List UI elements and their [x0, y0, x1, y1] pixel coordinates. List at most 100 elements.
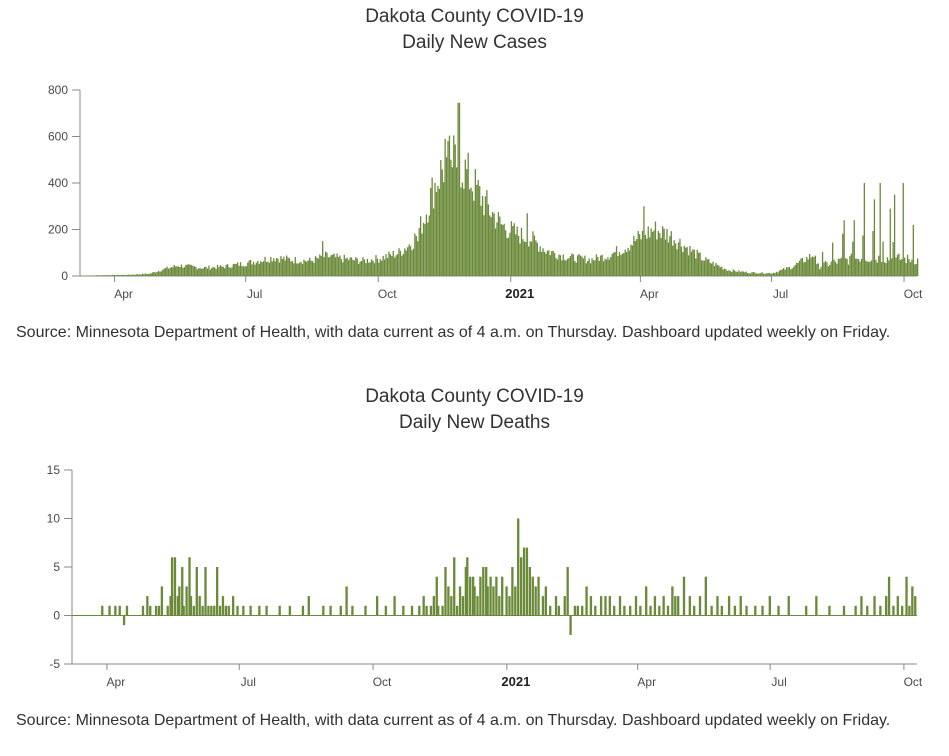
deaths-bar [425, 605, 428, 616]
y-tick-label: 600 [48, 130, 68, 144]
cases-bar [298, 262, 301, 276]
cases-bar [768, 272, 770, 276]
x-tick-label: Jul [771, 675, 786, 689]
cases-bar [359, 261, 361, 276]
cases-bar [500, 224, 502, 276]
cases-bar [133, 274, 135, 276]
cases-bar [610, 257, 612, 276]
cases-bar [229, 268, 232, 276]
cases-bar [104, 275, 106, 276]
cases-bar [568, 258, 570, 276]
cases-bar [286, 255, 288, 276]
cases-bar [149, 273, 151, 276]
cases-bar [669, 236, 671, 276]
deaths-bar [482, 567, 485, 616]
cases-bar [412, 248, 415, 276]
cases-bar [198, 268, 200, 276]
cases-bar [120, 274, 122, 276]
cases-bar [875, 259, 877, 276]
deaths-bar [188, 557, 191, 616]
cases-bar [834, 261, 837, 276]
deaths-bar [777, 605, 780, 616]
cases-bar [484, 196, 487, 276]
cases-bar [650, 228, 652, 276]
cases-bar [849, 256, 851, 276]
cases-bar [759, 273, 762, 276]
cases-bar [287, 257, 289, 276]
deaths-bar [213, 605, 216, 616]
cases-bar [827, 266, 829, 276]
cases-bar [538, 251, 540, 276]
cases-bar [725, 269, 727, 276]
cases-bar [127, 274, 129, 276]
deaths-bar [108, 605, 111, 616]
cases-bar [114, 275, 116, 276]
cases-bar [189, 264, 191, 276]
cases-bar [745, 271, 747, 276]
cases-bar [699, 252, 701, 276]
cases-bar [902, 183, 904, 276]
cases-bar [758, 273, 760, 276]
cases-bar [201, 268, 203, 276]
y-tick-label: 10 [47, 512, 61, 526]
cases-bar [561, 260, 563, 276]
cases-bar [751, 272, 753, 276]
cases-bar [228, 267, 230, 276]
cases-bar [754, 272, 756, 276]
cases-bar [212, 266, 214, 276]
cases-bar [880, 261, 883, 276]
cases-bar [777, 272, 779, 276]
deaths-bar [375, 596, 379, 616]
cases-bar [546, 250, 549, 276]
cases-bar [614, 251, 616, 276]
cases-bar [819, 269, 821, 276]
cases-bar [388, 251, 390, 276]
cases-bar [901, 258, 903, 276]
cases-bar [755, 273, 757, 276]
cases-bar [324, 251, 327, 276]
cases-bar [857, 259, 860, 276]
cases-bar [147, 274, 150, 276]
cases-bar [695, 258, 697, 276]
cases-bar [347, 260, 350, 276]
deaths-bar [479, 576, 482, 616]
cases-bar [124, 275, 126, 276]
deaths-bar [154, 605, 158, 616]
cases-bar [111, 274, 113, 276]
cases-bar [430, 187, 432, 276]
cases-bar [863, 183, 865, 276]
cases-bar [166, 266, 168, 276]
cases-bar [794, 265, 796, 276]
deaths-bar [432, 596, 436, 616]
cases-bar [182, 267, 184, 276]
cases-bar [689, 246, 691, 276]
deaths-bar [170, 557, 174, 616]
deaths-bar [198, 596, 201, 616]
cases-bar [850, 253, 853, 276]
cases-bar [457, 102, 459, 276]
cases-bar [787, 267, 789, 276]
deaths-bar [242, 605, 245, 616]
cases-bar [251, 264, 253, 276]
deaths-bar [599, 596, 603, 616]
cases-bar [752, 272, 755, 276]
cases-bar [394, 257, 396, 276]
cases-bar [260, 261, 262, 276]
cases-bar [526, 213, 528, 276]
deaths-bar [860, 596, 863, 616]
deaths-bar [146, 596, 149, 616]
cases-bar [489, 215, 491, 276]
cases-bar [891, 258, 893, 276]
cases-bar [101, 275, 103, 276]
cases-bar [843, 220, 845, 276]
cases-bar [208, 265, 210, 276]
cases-bar [553, 253, 556, 276]
cases-bar [663, 228, 665, 276]
cases-bar [323, 257, 325, 276]
cases-bar [908, 259, 910, 276]
cases-bar [270, 256, 272, 276]
x-tick-label: Apr [640, 287, 659, 301]
cases-chart-title: Dakota County COVID-19 Daily New Cases [0, 4, 949, 56]
cases-chart-panel: Dakota County COVID-19 Daily New Cases 0… [0, 4, 949, 341]
cases-bar [578, 254, 580, 276]
